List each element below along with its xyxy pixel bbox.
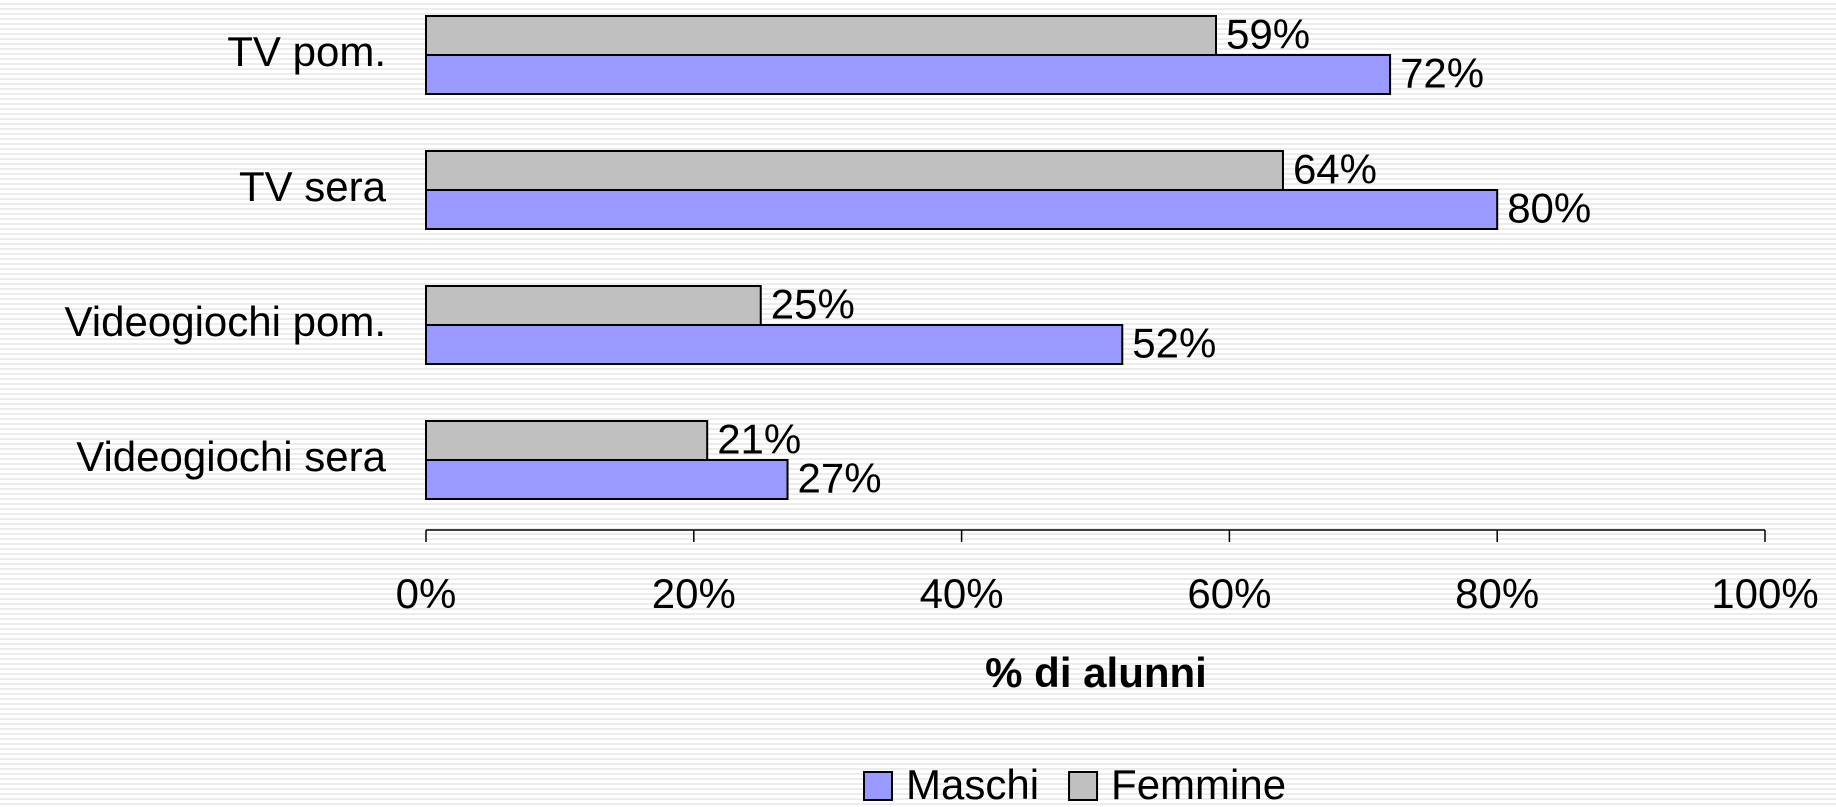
x-tick-label: 60% xyxy=(1187,570,1271,617)
bar xyxy=(425,15,1218,56)
legend-swatch xyxy=(863,771,893,801)
value-label: 59% xyxy=(1226,11,1310,58)
legend-label: Femmine xyxy=(1111,761,1286,807)
category-label: TV pom. xyxy=(227,28,386,75)
legend-label: Maschi xyxy=(906,761,1039,807)
x-axis-label: % di alunni xyxy=(985,649,1207,696)
x-tick-label: 100% xyxy=(1711,570,1818,617)
legend-swatch xyxy=(1068,771,1099,801)
value-label: 25% xyxy=(771,281,855,328)
bar xyxy=(425,324,1124,365)
bar xyxy=(425,150,1284,191)
value-label: 80% xyxy=(1507,185,1591,232)
bar xyxy=(425,189,1499,230)
category-label: Videogiochi pom. xyxy=(65,298,386,345)
category-label: Videogiochi sera xyxy=(76,433,386,480)
x-tick-label: 40% xyxy=(920,570,1004,617)
bar xyxy=(425,285,762,326)
value-label: 52% xyxy=(1132,320,1216,367)
value-label: 72% xyxy=(1400,50,1484,97)
x-tick-label: 20% xyxy=(652,570,736,617)
category-label: TV sera xyxy=(239,163,387,210)
x-tick-label: 80% xyxy=(1455,570,1539,617)
x-tick-label: 0% xyxy=(396,570,457,617)
bar xyxy=(425,459,789,500)
bar xyxy=(425,420,709,461)
value-label: 64% xyxy=(1293,146,1377,193)
value-label: 27% xyxy=(798,455,882,502)
value-label: 21% xyxy=(717,416,801,463)
bar xyxy=(425,54,1392,95)
